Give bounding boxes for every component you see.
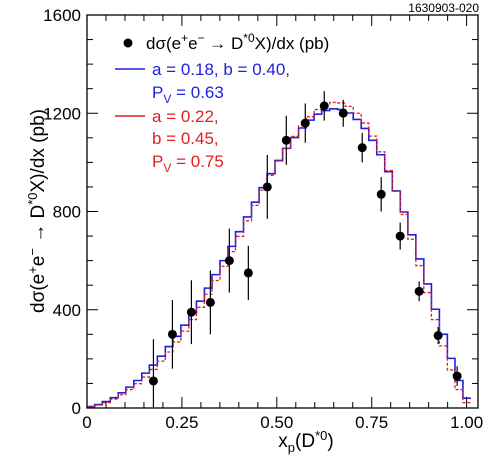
data-point [262,182,272,192]
data-point [167,329,177,339]
x-tick-label: 0.75 [355,413,388,432]
data-point [452,371,462,381]
data-point [186,307,196,317]
x-tick-label: 0.50 [260,413,293,432]
legend-red-line2: b = 0.45, [152,129,219,148]
x-tick-label: 0 [82,413,91,432]
data-point [243,268,253,278]
legend-entry-data: dσ(e+e− → D*0X)/dx (pb) [123,31,329,53]
data-point [205,297,215,307]
figure-id: 1630903-020 [408,1,479,15]
y-tick-label: 1600 [43,6,81,25]
data-point [338,108,348,118]
data-point [148,376,158,386]
x-tick-label: 0.25 [165,413,198,432]
plot-content [87,91,471,408]
y-tick-label: 0 [72,399,81,418]
legend-red-line3: PV = 0.75 [152,152,224,175]
legend-blue-line2: PV = 0.63 [152,83,224,106]
plot-frame [86,14,479,409]
x-tick-label: 1.00 [450,413,483,432]
series-red-histogram [87,101,471,408]
data-point [319,101,329,111]
data-point [395,231,405,241]
y-tick-label: 800 [53,203,81,222]
data-point [376,189,386,199]
y-tick-label: 400 [53,301,81,320]
legend-entry-blue: a = 0.18, b = 0.40, PV = 0.63 [115,60,290,106]
legend-data-marker [123,38,133,48]
x-axis-label: xp(D*0) [278,428,333,455]
legend: dσ(e+e− → D*0X)/dx (pb) a = 0.18, b = 0.… [115,31,329,175]
series-blue-histogram [87,108,471,408]
tick-labels: 0 0.25 0.50 0.75 1.00 0 400 800 1200 1600 [43,6,483,432]
y-axis-label: dσ(e+e− → D*0X)/dx (pb) [25,109,49,313]
data-point [433,331,443,341]
data-point [281,135,291,145]
y-tick-label: 1200 [43,104,81,123]
legend-red-line1: a = 0.22, [152,107,219,126]
legend-entry-red: a = 0.22, b = 0.45, PV = 0.75 [115,107,224,175]
data-point [414,286,424,296]
data-point [224,256,234,266]
legend-blue-line1: a = 0.18, b = 0.40, [152,60,290,79]
data-point [357,143,367,153]
legend-data-label: dσ(e+e− → D*0X)/dx (pb) [146,31,329,53]
data-point [300,118,310,128]
